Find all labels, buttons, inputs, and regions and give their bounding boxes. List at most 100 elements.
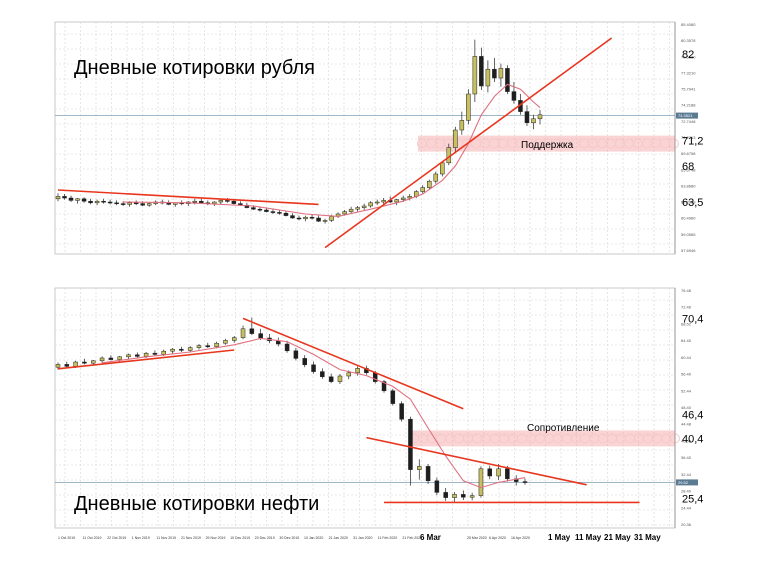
price-tick-label: 85.4080 bbox=[681, 22, 696, 27]
candle-down bbox=[82, 361, 87, 364]
time-tick-label: 11 Feb 2020 bbox=[378, 536, 397, 540]
time-tick-label: 11 Oct 2019 bbox=[83, 536, 102, 540]
candle-down bbox=[290, 215, 295, 219]
time-tick-label: 31 Jan 2020 bbox=[353, 536, 372, 540]
time-tick-label: 22 Oct 2019 bbox=[107, 536, 126, 540]
price-tick-label: 44.48 bbox=[681, 422, 692, 427]
candle-down bbox=[284, 343, 290, 352]
oil-candles bbox=[55, 317, 528, 502]
oil-trendlines bbox=[57, 317, 640, 504]
candle-up bbox=[469, 495, 475, 498]
resistance-zone-label: Сопротивление bbox=[527, 423, 600, 434]
price-level-label: 63,5 bbox=[682, 197, 703, 209]
price-tick-label: 65.6748 bbox=[681, 167, 696, 172]
candle-up bbox=[117, 356, 122, 360]
candle-down bbox=[425, 466, 431, 482]
oil-panel: 76.48 72.46 68.52 64.40 60.44 56.40 52.44 48.40… bbox=[54, 287, 703, 542]
candle-down bbox=[443, 492, 448, 498]
candle-up bbox=[459, 120, 465, 131]
candle-up bbox=[485, 68, 491, 87]
candle-down bbox=[231, 200, 237, 204]
time-major-label: 1 May bbox=[548, 533, 571, 542]
candle-up bbox=[407, 196, 412, 199]
candle-down bbox=[505, 68, 510, 92]
candle-up bbox=[212, 201, 217, 204]
zone-pattern-mark bbox=[669, 138, 679, 149]
moving-average-line bbox=[101, 337, 526, 489]
trendline bbox=[57, 349, 235, 370]
candle-up bbox=[73, 361, 78, 367]
candle-down bbox=[270, 211, 276, 213]
oil-chart-title: Дневные котировки нефти bbox=[74, 493, 319, 515]
candle-down bbox=[505, 468, 510, 480]
price-tick-label: 48.40 bbox=[681, 405, 692, 410]
candle-up bbox=[374, 201, 380, 204]
candle-up bbox=[433, 173, 439, 182]
candle-down bbox=[108, 357, 114, 360]
price-tick-label: 74.2188 bbox=[681, 103, 696, 108]
price-tick-label: 80.3578 bbox=[681, 38, 696, 43]
candle-down bbox=[277, 212, 282, 214]
candle-down bbox=[258, 333, 263, 339]
candle-up bbox=[127, 202, 132, 205]
candle-down bbox=[309, 216, 315, 219]
candle-up bbox=[466, 93, 471, 121]
ruble-price-axis: 85.4080 80.3578 79.5330 77.3210 75.7941 74.21… bbox=[674, 22, 703, 254]
time-tick-label: 20 Dec 2019 bbox=[255, 536, 275, 540]
candle-down bbox=[199, 200, 204, 204]
candle-up bbox=[368, 202, 373, 207]
price-level-label: 82 bbox=[682, 49, 694, 61]
price-tick-label: 70.2213 bbox=[681, 135, 696, 140]
candle-up bbox=[231, 337, 237, 341]
candle-up bbox=[452, 494, 457, 498]
candle-down bbox=[135, 354, 140, 357]
candle-down bbox=[64, 364, 70, 367]
candle-up bbox=[498, 68, 504, 79]
candle-down bbox=[408, 418, 413, 470]
candle-up bbox=[75, 198, 80, 201]
price-tick-label: 62.2059 bbox=[681, 200, 696, 205]
price-level-label: 40,4 bbox=[682, 433, 703, 445]
candle-up bbox=[223, 340, 228, 344]
time-major-label: 11 May bbox=[575, 533, 602, 542]
trendline bbox=[242, 317, 464, 410]
price-tick-label: 57.6946 bbox=[681, 248, 696, 253]
time-major-label: 6 Mar bbox=[420, 533, 441, 542]
candle-down bbox=[179, 348, 184, 351]
candle-down bbox=[399, 403, 404, 420]
candle-up bbox=[361, 205, 367, 208]
time-tick-label: 10 Jan 2020 bbox=[304, 536, 323, 540]
candle-up bbox=[240, 328, 246, 338]
candle-down bbox=[390, 390, 396, 404]
price-tick-label: 60.4960 bbox=[681, 216, 696, 221]
price-tick-label: 68.52 bbox=[681, 321, 692, 326]
candle-down bbox=[114, 202, 119, 205]
trendline bbox=[324, 37, 613, 249]
candle-up bbox=[348, 208, 354, 212]
candle-up bbox=[381, 200, 386, 203]
candle-down bbox=[311, 364, 316, 372]
candle-up bbox=[126, 354, 131, 358]
price-tick-label: 72.7448 bbox=[681, 119, 696, 124]
candle-down bbox=[140, 203, 145, 206]
candle-down bbox=[320, 371, 325, 378]
ruble-moving-average bbox=[123, 83, 541, 217]
time-major-label: 31 May bbox=[634, 533, 661, 542]
candle-down bbox=[107, 201, 113, 204]
candle-up bbox=[55, 196, 61, 200]
oil-plot-frame bbox=[54, 287, 676, 529]
candle-up bbox=[355, 207, 360, 210]
candle-down bbox=[283, 212, 289, 216]
last-price-box bbox=[676, 479, 698, 486]
candle-up bbox=[214, 342, 219, 348]
candle-down bbox=[524, 111, 530, 124]
candle-up bbox=[427, 180, 432, 188]
price-tick-label: 79.5330 bbox=[681, 54, 696, 59]
candle-up bbox=[161, 350, 166, 355]
price-tick-label: 24.44 bbox=[681, 505, 692, 510]
candle-down bbox=[492, 68, 497, 79]
candle-up bbox=[192, 200, 198, 203]
price-level-label: 68 bbox=[682, 161, 694, 173]
trendline bbox=[57, 189, 319, 206]
